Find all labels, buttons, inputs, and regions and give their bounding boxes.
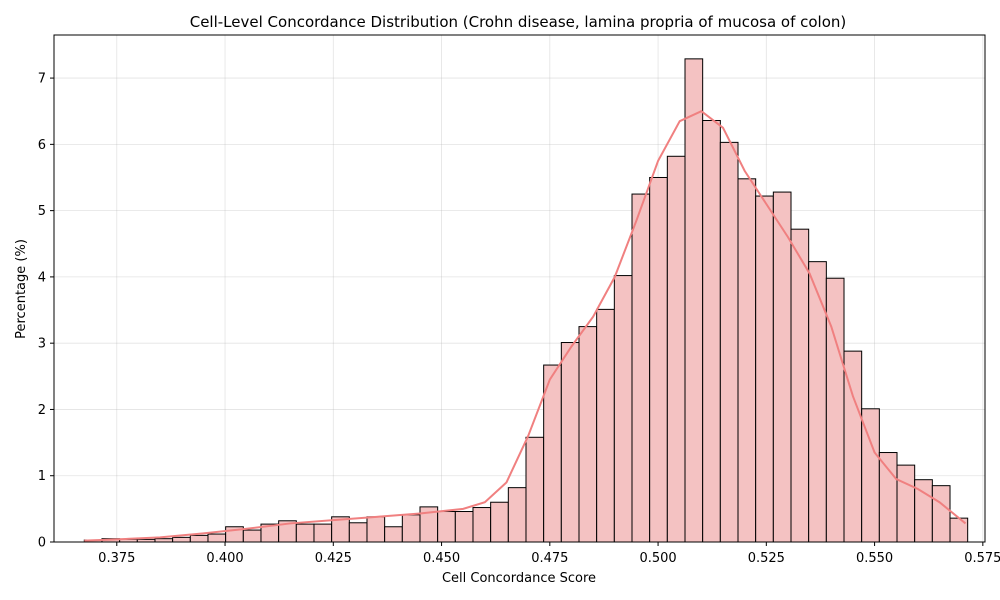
histogram-bar	[931, 485, 951, 543]
histogram-bar	[719, 141, 739, 543]
histogram-bar	[737, 178, 757, 543]
x-tick-label: 0.475	[531, 551, 568, 566]
histogram-bar	[596, 308, 615, 543]
histogram-bar	[490, 501, 509, 543]
histogram-bar	[543, 364, 562, 543]
histogram-bar	[348, 522, 368, 543]
y-tick-label: 2	[38, 403, 46, 418]
histogram-bar	[401, 514, 421, 543]
histogram-bar	[507, 487, 527, 543]
histogram-bar	[295, 523, 315, 543]
y-tick-label: 6	[38, 138, 46, 153]
y-axis-label: Percentage (%)	[14, 239, 29, 339]
histogram-bar	[454, 511, 474, 543]
histogram-bar	[861, 408, 880, 543]
histogram-bar	[437, 511, 456, 543]
y-tick-label: 4	[38, 270, 46, 285]
histogram-bar	[578, 326, 598, 543]
plot-frame	[53, 34, 986, 543]
y-tick-label: 7	[38, 72, 46, 87]
histogram-bar	[843, 350, 863, 543]
axes-layer: 0.375 0.400 0.425 0.450 0.475 0.500 0.525 0.550…	[38, 34, 1000, 566]
x-axis-label: Cell Concordance Score	[442, 571, 596, 586]
chart-title: Cell-Level Concordance Distribution (Cro…	[190, 13, 847, 31]
histogram-bar	[808, 261, 827, 543]
y-tick-label: 5	[38, 204, 46, 219]
histogram-bar	[242, 529, 262, 543]
histogram-bar	[207, 533, 227, 543]
histogram-bar	[684, 58, 704, 543]
histogram-bar	[878, 452, 898, 543]
histogram-bar	[772, 191, 792, 543]
histogram-bar	[949, 517, 969, 543]
x-tick-label: 0.425	[315, 551, 352, 566]
histogram-bar	[649, 176, 668, 543]
histogram-bar	[666, 155, 686, 543]
histogram-bar	[896, 464, 916, 543]
histogram-bar	[631, 193, 651, 543]
x-tick-label: 0.550	[856, 551, 893, 566]
kde-line	[84, 110, 967, 542]
x-tick-label: 0.575	[964, 551, 1000, 566]
x-tick-label: 0.375	[98, 551, 135, 566]
histogram-bar	[472, 507, 492, 543]
histogram-bar	[313, 523, 333, 543]
histogram-bar	[366, 516, 386, 543]
y-tick-label: 1	[38, 469, 46, 484]
histogram-bar	[189, 534, 209, 543]
histogram-bar	[755, 195, 774, 543]
kde-layer	[84, 110, 967, 542]
y-tick-label: 0	[38, 536, 46, 551]
x-tick-label: 0.400	[206, 551, 243, 566]
histogram-bar	[702, 119, 721, 543]
histogram-bar	[560, 342, 580, 543]
histogram-bar	[790, 228, 810, 543]
histogram-bar	[525, 436, 545, 543]
histogram-bar	[613, 275, 633, 543]
y-tick-label: 3	[38, 337, 46, 352]
histogram-bar	[825, 277, 845, 543]
histogram-bar	[384, 526, 403, 543]
bars-layer	[83, 58, 969, 543]
x-tick-label: 0.525	[748, 551, 785, 566]
x-tick-label: 0.500	[639, 551, 676, 566]
histogram-bar	[172, 536, 191, 543]
x-tick-label: 0.450	[423, 551, 460, 566]
